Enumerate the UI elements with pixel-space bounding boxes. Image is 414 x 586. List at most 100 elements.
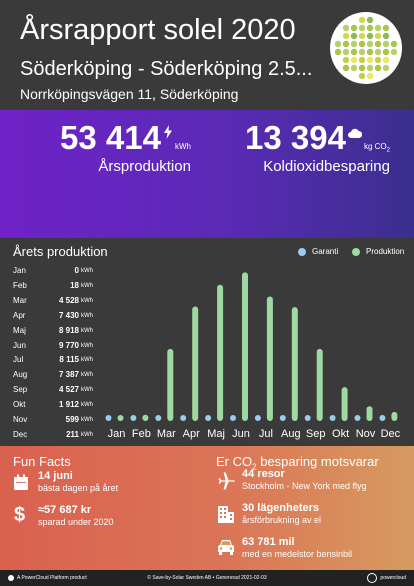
- co2-metric: 13 394 kg CO2 Koldioxidbesparing: [245, 118, 390, 176]
- logo-dot: [366, 32, 374, 40]
- logo-dot: [390, 40, 398, 48]
- production-bar-jun: [242, 272, 248, 421]
- month-name: Sep: [13, 385, 28, 395]
- month-row: Jan 0 kWh: [13, 264, 93, 278]
- footer-platform: A PowerCloud Platform product: [8, 570, 87, 586]
- production-bar-apr: [192, 306, 199, 421]
- production-bar-jan: [117, 415, 124, 421]
- logo-dot: [350, 32, 358, 40]
- logo-dot: [358, 48, 366, 56]
- guarantee-bar-aug: [279, 415, 286, 421]
- production-label: Årsproduktion: [98, 158, 191, 175]
- month-unit: kWh: [81, 342, 93, 349]
- guarantee-bar-dec: [379, 415, 386, 421]
- logo-dot: [342, 64, 350, 72]
- x-tick-label: Dec: [381, 428, 401, 440]
- x-tick-label: Aug: [281, 428, 301, 440]
- x-tick-label: Jan: [108, 428, 126, 440]
- month-unit: kWh: [81, 312, 93, 319]
- production-value: 53 414: [60, 119, 161, 156]
- logo-dot: [342, 32, 350, 40]
- airplane-icon: [218, 472, 235, 490]
- apartments-fact: 30 lägenheters årsförbrukning av el: [242, 502, 321, 526]
- x-tick-label: Jun: [232, 428, 250, 440]
- month-row: Nov 599 kWh: [13, 413, 93, 427]
- apartments-label: årsförbrukning av el: [242, 515, 322, 525]
- production-bar-okt: [341, 387, 348, 421]
- month-unit: kWh: [81, 357, 93, 364]
- best-day-fact: 14 juni bästa dagen på året: [38, 470, 118, 494]
- powercloud-icon: [367, 572, 378, 583]
- month-unit: kWh: [81, 282, 93, 289]
- month-row: Sep 4 527 kWh: [13, 383, 93, 397]
- month-unit: kWh: [81, 372, 93, 379]
- guarantee-bar-jan: [105, 415, 112, 421]
- site-address: Norrköpingsvägen 11, Söderköping: [20, 86, 239, 102]
- logo-dot: [358, 16, 366, 24]
- month-name: Jan: [13, 266, 26, 275]
- month-name: Maj: [13, 325, 26, 335]
- logo-dot: [342, 24, 350, 32]
- savings-value: ≈57 687 kr: [38, 504, 92, 516]
- month-value: 211: [66, 429, 79, 439]
- month-value: 8 918: [58, 325, 79, 335]
- logo-dot: [366, 40, 374, 48]
- month-unit: kWh: [81, 417, 93, 423]
- month-row: Jun 9 770 kWh: [13, 339, 93, 353]
- footer-brand: powercloud: [367, 570, 406, 586]
- month-row: Jul 8 115 kWh: [13, 353, 93, 367]
- logo-dot: [366, 24, 374, 32]
- logo-dot: [374, 24, 382, 32]
- month-value: 0: [74, 266, 79, 275]
- month-name: Jul: [13, 355, 24, 365]
- production-bar-mar: [167, 348, 174, 421]
- month-value: 4 528: [58, 295, 79, 305]
- production-bar-aug: [291, 307, 298, 421]
- logo-dot: [382, 32, 390, 40]
- x-tick-label: Apr: [183, 428, 200, 440]
- legend-guarantee: Garanti: [298, 247, 338, 257]
- legend-production: Produktion: [352, 247, 404, 257]
- bolt-icon: [163, 125, 172, 139]
- guarantee-bar-maj: [205, 415, 212, 421]
- cloud-icon: [348, 128, 362, 138]
- month-value: 7 387: [58, 370, 79, 380]
- month-row: Dec 211 kWh: [13, 428, 93, 442]
- logo-dot: [358, 56, 366, 64]
- savings-label: sparad under 2020: [38, 517, 114, 527]
- month-row: Okt 1 912 kWh: [13, 398, 93, 412]
- logo-dot: [374, 56, 382, 64]
- logo-dot: [358, 32, 366, 40]
- logo-dot: [382, 40, 390, 48]
- month-name: Nov: [13, 415, 28, 424]
- logo-dot: [366, 64, 374, 72]
- month-row: Aug 7 387 kWh: [13, 368, 93, 382]
- guarantee-bar-feb: [130, 415, 137, 421]
- x-tick-label: Okt: [332, 428, 349, 440]
- co2-label: Koldioxidbesparing: [263, 158, 390, 175]
- logo-dot: [342, 56, 350, 64]
- car-miles-label: med en medelstor bensinbil: [242, 549, 353, 559]
- production-bar-sep: [316, 348, 323, 421]
- month-row: Mar 4 528 kWh: [13, 294, 93, 308]
- production-chart-section: Årets produktion Garanti Produktion Jan 0…: [0, 238, 414, 446]
- guarantee-bar-apr: [180, 415, 187, 421]
- month-name: Mar: [13, 295, 27, 305]
- logo-dot: [350, 24, 358, 32]
- logo-dot: [390, 48, 398, 56]
- logo-dot: [366, 56, 374, 64]
- guarantee-bar-mar: [155, 415, 162, 421]
- logo-dot: [350, 64, 358, 72]
- month-name: Jun: [13, 340, 26, 350]
- x-tick-label: Feb: [132, 428, 151, 440]
- x-tick-label: Mar: [157, 428, 176, 440]
- x-tick-label: Maj: [207, 428, 225, 440]
- month-unit: kWh: [81, 402, 93, 409]
- logo-dot: [358, 72, 366, 80]
- logo-dot: [350, 40, 358, 48]
- building-icon: [218, 506, 234, 523]
- month-name: Aug: [13, 370, 28, 380]
- flight-trips-value: 44 resor: [242, 468, 285, 480]
- car-icon: [218, 540, 234, 555]
- page-title: Årsrapport solel 2020: [20, 14, 296, 46]
